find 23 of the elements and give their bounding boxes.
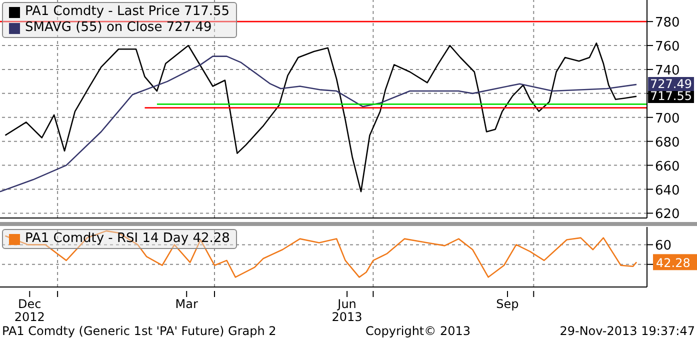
y-tick-label: 620: [655, 207, 680, 222]
text: 727.49: [648, 77, 694, 92]
line-series: [4, 230, 638, 278]
x-tick-label: Sep: [496, 297, 519, 311]
y-tick-label: 780: [655, 16, 680, 31]
y-tick-label: 740: [655, 63, 680, 78]
x-tick-label: Jun 2013: [332, 297, 362, 324]
x-tick-label: Mar: [175, 297, 198, 311]
text: PA1 Comdty (Generic 1st 'PA' Future) Graph 2: [2, 324, 276, 338]
x-tick-label: Dec 2012: [14, 297, 45, 324]
y-tick-label: 660: [655, 159, 680, 174]
text: 717.55: [648, 89, 694, 104]
legend-label: PA1 Comdty - RSI 14 Day 42.28: [25, 231, 230, 247]
y-tick-label: 60: [655, 238, 672, 254]
y-tick-label: 680: [655, 135, 680, 150]
y-tick-label: 760: [655, 40, 680, 55]
legend-label: PA1 Comdty - Last Price 717.55: [25, 4, 230, 20]
legend-label: SMAVG (55) on Close 727.49: [25, 20, 212, 36]
y-tick-label: 640: [655, 183, 680, 198]
text: Copyright© 2013: [366, 324, 470, 338]
y-tick-label: 42.28: [656, 256, 690, 270]
text: 29-Nov-2013 19:37:47: [560, 324, 695, 338]
y-tick-label: 700: [655, 111, 680, 126]
